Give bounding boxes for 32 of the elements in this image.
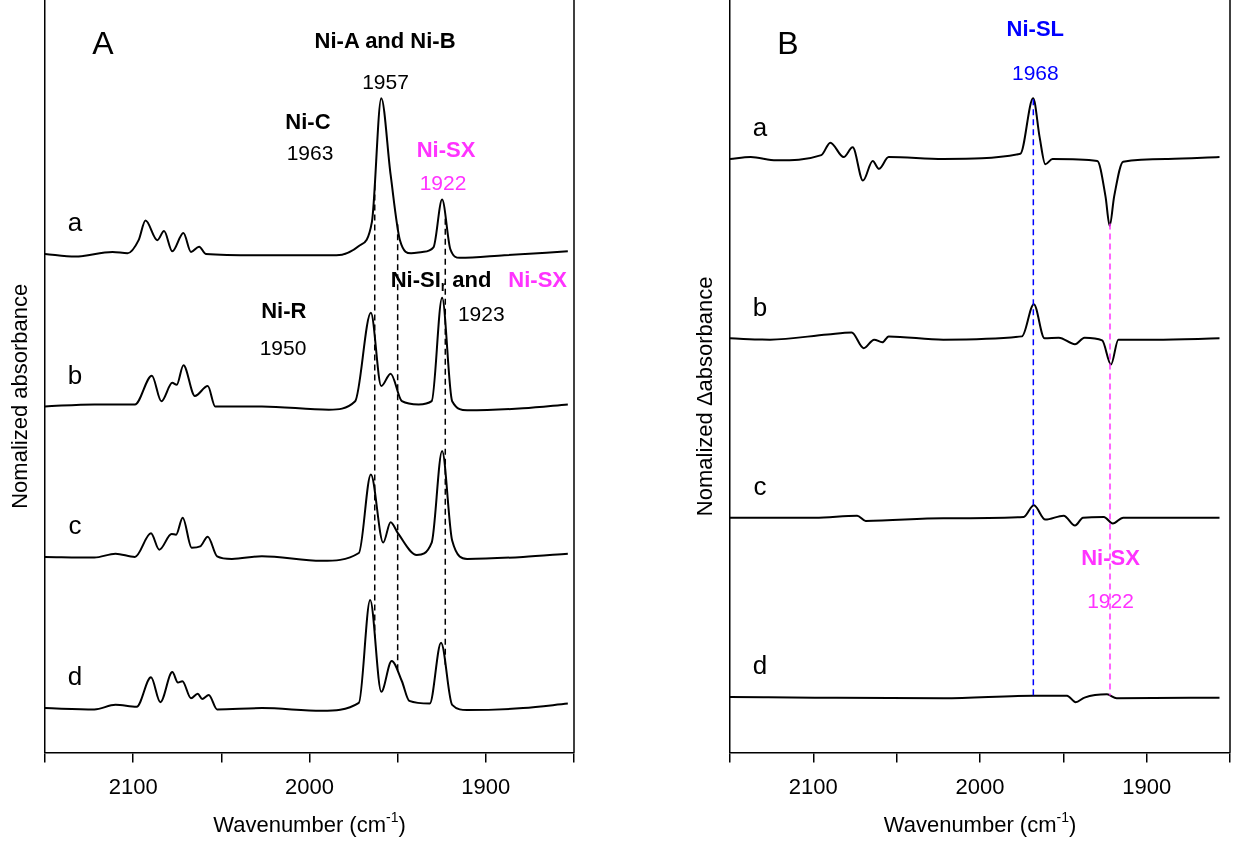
annotation: Ni-SX [508, 266, 568, 292]
annotation: Ni-SX [416, 136, 476, 162]
chart-title: B [777, 24, 799, 61]
annotation: 1963 [286, 141, 334, 165]
series-label: c [753, 470, 767, 501]
x-tick-label: 2000 [285, 773, 334, 799]
text: Ni-SL [1006, 16, 1065, 42]
chart-title: A [92, 24, 115, 61]
annotation: Ni-R [261, 298, 307, 324]
text: Ni-A and Ni-B [314, 27, 456, 53]
annotation: 1950 [259, 336, 307, 360]
annotation: Ni-C [285, 109, 331, 135]
text: 1968 [1011, 61, 1059, 85]
series-label: a [67, 207, 83, 238]
series-label: d [67, 661, 83, 692]
annotation: Ni-SX [1081, 544, 1141, 570]
x-tick-label: 1900 [1122, 773, 1172, 799]
annotation: 1922 [419, 170, 467, 194]
series-label: a [752, 112, 768, 143]
y-axis-title: Nomalized absorbance [7, 283, 33, 509]
x-tick-label: 2100 [788, 773, 838, 799]
y-axis-title: Nomalized Δabsorbance [692, 276, 718, 517]
x-tick-label: 2000 [955, 773, 1005, 799]
text: 1957 [362, 69, 409, 93]
series-label: b [752, 291, 768, 322]
annotation: 1922 [1087, 588, 1134, 612]
series-label: d [752, 650, 768, 681]
series-label: b [67, 359, 83, 390]
x-tick-label: 1900 [461, 773, 511, 799]
series-label: c [68, 510, 82, 541]
annotation: 1923 [457, 301, 505, 325]
x-tick-label: 2100 [108, 773, 158, 799]
